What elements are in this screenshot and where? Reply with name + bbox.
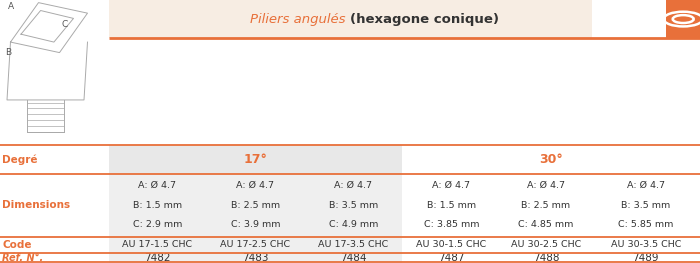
Text: C: 3.9 mm: C: 3.9 mm xyxy=(231,220,280,229)
Text: A: Ø 4.7: A: Ø 4.7 xyxy=(626,181,665,190)
Bar xyxy=(108,174,402,237)
Text: 7487: 7487 xyxy=(438,253,465,263)
Text: 7489: 7489 xyxy=(633,253,659,263)
Text: A: A xyxy=(8,2,15,11)
Text: 17°: 17° xyxy=(244,153,267,166)
Text: AU 17-1.5 CHC: AU 17-1.5 CHC xyxy=(122,240,192,249)
Text: C: 2.9 mm: C: 2.9 mm xyxy=(133,220,182,229)
Text: B: 3.5 mm: B: 3.5 mm xyxy=(621,201,671,210)
Text: Degré: Degré xyxy=(2,154,38,165)
Text: 7483: 7483 xyxy=(242,253,269,263)
Text: A: Ø 4.7: A: Ø 4.7 xyxy=(237,181,274,190)
Text: AU 17-3.5 CHC: AU 17-3.5 CHC xyxy=(318,240,388,249)
Text: Piliers angulés: Piliers angulés xyxy=(251,13,350,26)
Text: Réf. N°.: Réf. N°. xyxy=(2,253,43,263)
Bar xyxy=(108,237,402,253)
Text: B: 2.5 mm: B: 2.5 mm xyxy=(231,201,280,210)
Text: AU 30-2.5 CHC: AU 30-2.5 CHC xyxy=(511,240,581,249)
Text: C: 4.9 mm: C: 4.9 mm xyxy=(329,220,378,229)
Text: A: Ø 4.7: A: Ø 4.7 xyxy=(527,181,565,190)
Text: B: 1.5 mm: B: 1.5 mm xyxy=(427,201,476,210)
Bar xyxy=(108,145,402,174)
Text: C: 3.85 mm: C: 3.85 mm xyxy=(424,220,480,229)
Text: 7488: 7488 xyxy=(533,253,559,263)
Bar xyxy=(0,38,700,145)
Bar xyxy=(108,253,402,263)
Text: A: Ø 4.7: A: Ø 4.7 xyxy=(335,181,372,190)
Text: A: Ø 4.7: A: Ø 4.7 xyxy=(433,181,470,190)
Text: B: 1.5 mm: B: 1.5 mm xyxy=(133,201,182,210)
Text: Code: Code xyxy=(2,240,32,250)
Text: (hexagone conique): (hexagone conique) xyxy=(350,13,499,26)
Text: Dimensions: Dimensions xyxy=(2,200,70,210)
Text: 7482: 7482 xyxy=(144,253,171,263)
Text: A: Ø 4.7: A: Ø 4.7 xyxy=(139,181,176,190)
Bar xyxy=(666,0,700,38)
Text: C: C xyxy=(62,21,68,29)
Text: 7484: 7484 xyxy=(340,253,367,263)
Text: AU 30-3.5 CHC: AU 30-3.5 CHC xyxy=(610,240,681,249)
Text: B: 2.5 mm: B: 2.5 mm xyxy=(522,201,570,210)
Bar xyxy=(108,0,592,38)
Text: C: 4.85 mm: C: 4.85 mm xyxy=(518,220,574,229)
Text: C: 5.85 mm: C: 5.85 mm xyxy=(618,220,673,229)
Text: 30°: 30° xyxy=(540,153,563,166)
Text: AU 17-2.5 CHC: AU 17-2.5 CHC xyxy=(220,240,290,249)
Text: B: 3.5 mm: B: 3.5 mm xyxy=(329,201,378,210)
Text: B: B xyxy=(5,48,11,57)
Text: AU 30-1.5 CHC: AU 30-1.5 CHC xyxy=(416,240,486,249)
